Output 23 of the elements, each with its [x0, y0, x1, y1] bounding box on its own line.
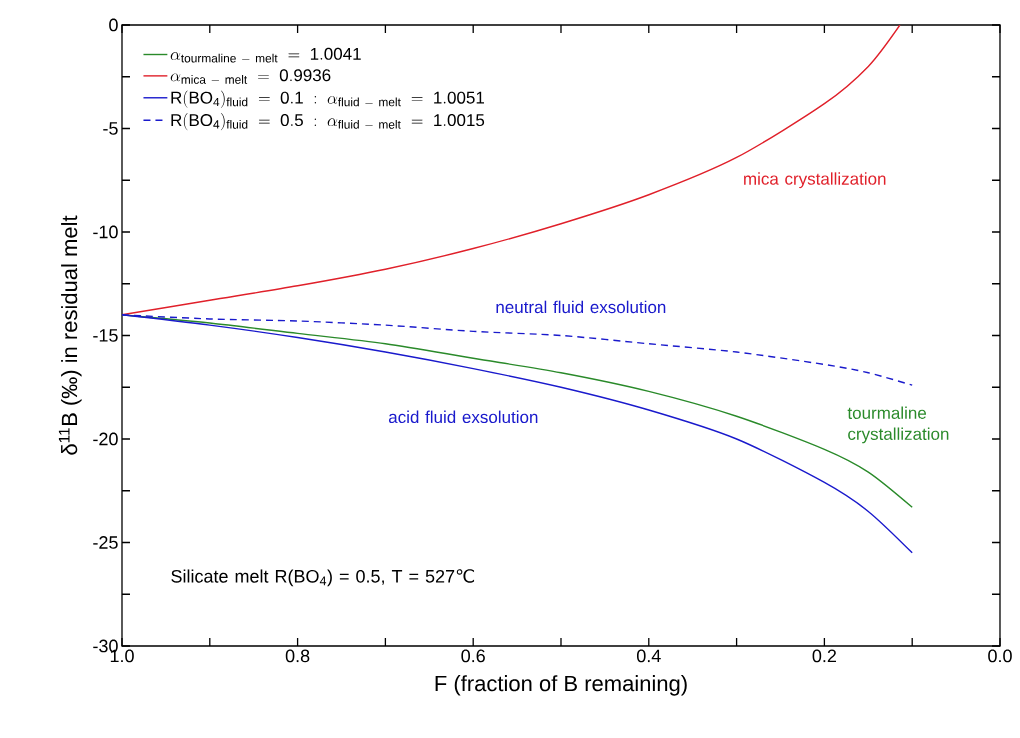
y-tick-label: -10 — [93, 225, 118, 239]
annotation: neutral fluid exsolution — [496, 300, 666, 314]
legend-label: $\mathrm{R(BO_{4})_{fluid}\ =\ 0.1\ :\ \alpha_{fluid\ -\ melt}\ =\ 1.0051}$ — [171, 90, 485, 108]
y-tick-label: -20 — [93, 432, 118, 446]
legend-label: $\mathrm{\alpha_{mica\ -\ melt}\ =\ 0.9936}$ — [170, 69, 331, 84]
x-tick-label: 0.0 — [988, 649, 1012, 663]
x-tick-label: 0.2 — [812, 649, 837, 663]
y-tick-label: 0 — [109, 18, 118, 32]
x-tick-label: 0.8 — [285, 649, 310, 663]
annotation: tourmaline crystallization — [847, 406, 949, 444]
annotation: Silicate melt R(BO$_{4}$) = 0.5, T = 527℃ — [171, 569, 475, 587]
annotation: acid fluid exsolution — [388, 410, 538, 424]
y-tick-label: -25 — [93, 536, 118, 549]
x-tick-label: 0.6 — [461, 649, 485, 663]
line-series — [122, 24, 901, 316]
y-tick-label: -5 — [103, 122, 118, 135]
legend-label: $\mathrm{R(BO_{4})_{fluid}\ =\ 0.5\ :\ \alpha_{fluid\ -\ melt}\ =\ 1.0015}$ — [171, 113, 485, 131]
legend-label: $\mathrm{\alpha_{tourmaline\ -\ melt}\ =\ 1.0041}$ — [170, 47, 361, 63]
y-tick-label: -15 — [93, 329, 118, 342]
y-axis-title: δ$^{11}$B (‰) in residual melt — [58, 215, 82, 455]
x-tick-label: 0.4 — [636, 649, 661, 663]
annotation: mica crystallization — [744, 172, 886, 189]
x-axis-title: F (fraction of B remaining) — [435, 675, 687, 696]
